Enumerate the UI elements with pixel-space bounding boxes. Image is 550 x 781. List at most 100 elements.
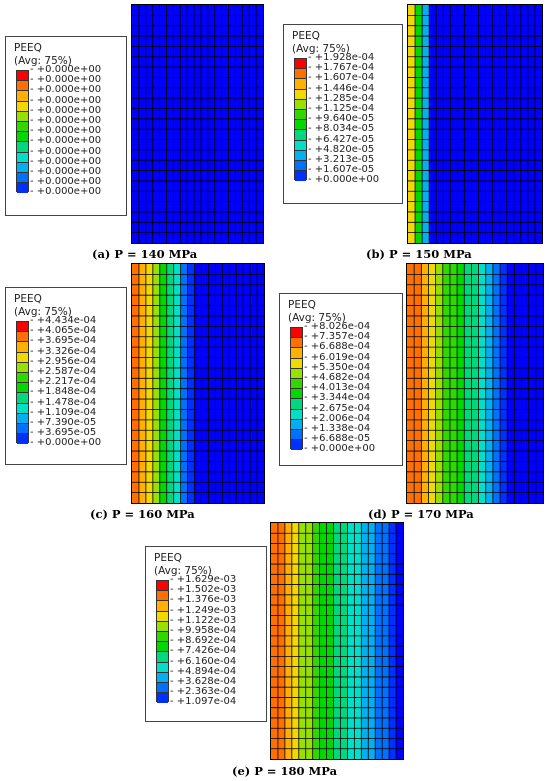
contour-column	[159, 264, 168, 503]
colorbar-segment	[295, 140, 306, 151]
legend-value: - +7.390e-05	[30, 416, 97, 428]
legend-value: - +0.000e+00	[30, 176, 102, 188]
caption-letter: (b)	[366, 247, 385, 261]
colorbar-segment	[17, 101, 28, 112]
contour-column	[132, 264, 140, 503]
legend-values: - +0.000e+00- +0.000e+00- +0.000e+00- +0…	[30, 64, 102, 197]
contour-column	[319, 523, 328, 759]
contour-column	[347, 523, 355, 759]
colorbar-segment	[157, 682, 168, 694]
colorbar-segment	[157, 611, 168, 622]
contour-column	[180, 264, 189, 503]
contour-column	[421, 264, 429, 503]
legend-title: PEEQ	[288, 299, 316, 311]
legend-value: - +0.000e+00	[30, 135, 102, 147]
colorbar-segment	[17, 81, 28, 92]
contour-column	[408, 5, 416, 243]
colorbar-segment	[157, 601, 168, 612]
colorbar-segment	[17, 91, 28, 102]
legend-value: - +0.000e+00	[30, 165, 102, 177]
colorbar-segment	[157, 693, 168, 704]
contour-column	[166, 5, 174, 243]
legend-value: - +1.338e-04	[304, 422, 371, 434]
contour-column	[201, 264, 209, 503]
contour-column	[312, 523, 321, 759]
legend-colorbar	[16, 70, 29, 194]
contour-column	[340, 523, 348, 759]
legend-value: - +0.000e+00	[30, 125, 102, 137]
contour-column	[284, 523, 293, 759]
legend-value: - +1.109e-04	[30, 406, 97, 418]
legend-value: - +7.426e-04	[170, 645, 237, 657]
contour-column	[152, 264, 161, 503]
contour-column	[389, 523, 397, 759]
legend-value: - +0.000e+00	[30, 64, 102, 75]
contour-column	[242, 5, 250, 243]
contour-column	[256, 5, 263, 243]
colorbar-segment	[17, 413, 28, 424]
colorbar-segment	[291, 429, 302, 441]
mesh-a-svg	[132, 5, 263, 243]
mesh-d-svg	[407, 264, 543, 503]
colorbar-segment	[295, 171, 306, 182]
contour-column	[442, 264, 451, 503]
contour-column	[207, 5, 216, 243]
colorbar-segment	[157, 621, 168, 632]
legend-avg: (Avg: 75%)	[14, 55, 72, 67]
legend-value: - +2.587e-04	[30, 365, 97, 377]
contour-column	[222, 264, 230, 503]
legend-value: - +1.502e-03	[170, 584, 237, 596]
legend-value: - +9.958e-04	[170, 624, 237, 636]
legend-avg: (Avg: 75%)	[14, 306, 72, 318]
legend-value: - +4.065e-04	[30, 325, 97, 337]
mesh-a	[131, 4, 264, 244]
colorbar-segment	[291, 399, 302, 410]
contour-column	[464, 264, 472, 503]
colorbar-segment	[157, 631, 168, 643]
contour-column	[500, 264, 508, 503]
contour-column	[513, 5, 522, 243]
contour-column	[221, 5, 230, 243]
contour-column	[208, 264, 216, 503]
legend-values: - +1.928e-04- +1.767e-04- +1.607e-04- +1…	[308, 52, 380, 186]
legend-avg: (Avg: 75%)	[154, 565, 212, 577]
colorbar-segment	[291, 368, 302, 379]
legend-value: - +3.326e-04	[30, 345, 97, 357]
legend-value: - +1.607e-04	[308, 72, 375, 84]
caption-letter: (a)	[92, 247, 111, 261]
legend-value: - +6.019e-04	[304, 351, 371, 363]
contour-column	[194, 264, 202, 503]
colorbar-segment	[295, 120, 306, 131]
legend-value: - +2.675e-04	[304, 402, 371, 414]
contour-column	[249, 5, 257, 243]
legend-value: - +1.376e-03	[170, 594, 237, 606]
contour-column	[132, 5, 140, 243]
legend-colorbar	[16, 321, 29, 445]
legend-value: - +4.013e-04	[304, 382, 371, 394]
contour-column	[492, 5, 501, 243]
contour-column	[485, 5, 494, 243]
contour-column	[436, 5, 444, 243]
contour-column	[506, 5, 515, 243]
legend-value: - +6.688e-04	[304, 341, 371, 353]
legend-value: - +0.000e+00	[308, 174, 380, 186]
mesh-c-svg	[132, 264, 264, 503]
contour-column	[478, 5, 487, 243]
contour-column	[138, 5, 147, 243]
colorbar-segment	[157, 652, 168, 663]
legend-value: - +2.217e-04	[30, 376, 97, 388]
contour-column	[214, 5, 223, 243]
legend-values: - +4.434e-04- +4.065e-04- +3.695e-04- +3…	[30, 315, 101, 448]
colorbar-segment	[295, 109, 306, 121]
legend-value: - +8.026e-04	[304, 321, 371, 332]
caption-text: P = 160 MPa	[107, 507, 195, 521]
legend-value: - +1.848e-04	[30, 386, 97, 398]
colorbar-segment	[17, 372, 28, 384]
caption-c: (c) P = 160 MPa	[90, 507, 195, 521]
contour-column	[298, 523, 307, 759]
colorbar-segment	[17, 332, 28, 343]
legend-title: PEEQ	[14, 42, 42, 54]
contour-column	[414, 264, 422, 503]
colorbar-segment	[17, 322, 28, 333]
colorbar-segment	[157, 642, 168, 653]
